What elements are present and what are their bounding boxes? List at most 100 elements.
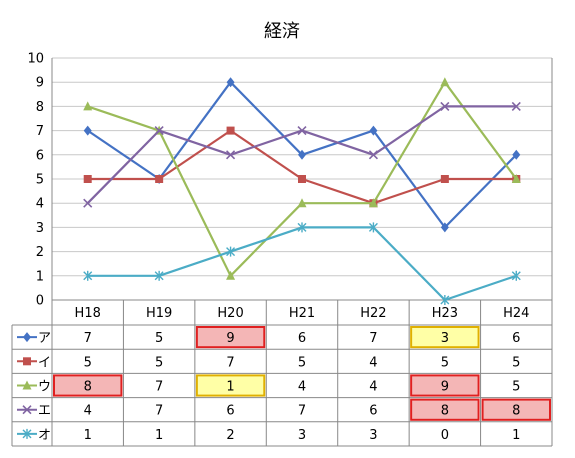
x-tick-label: H19 <box>146 306 172 321</box>
data-point <box>368 222 378 233</box>
data-point <box>226 246 236 257</box>
data-point <box>226 77 235 88</box>
x-tick-label: H23 <box>432 306 458 321</box>
data-point <box>368 198 378 208</box>
table-cell-value: 6 <box>512 331 520 346</box>
table-cell-value: 2 <box>226 428 234 443</box>
table-cell-value: 6 <box>226 404 234 419</box>
table-cell-value: 7 <box>155 380 163 395</box>
data-point <box>154 126 164 136</box>
table-cell-value: 6 <box>369 404 377 419</box>
y-tick-label: 1 <box>36 269 44 284</box>
table-cell-value: 3 <box>369 428 377 443</box>
y-tick-label: 2 <box>36 245 44 260</box>
legend-key-marker <box>22 380 32 390</box>
data-point <box>440 295 450 305</box>
table-cell-value: 5 <box>512 380 520 395</box>
table-cell-value: 5 <box>298 355 306 370</box>
highlight-cell <box>53 374 123 397</box>
data-point <box>297 222 307 233</box>
series-line <box>87 226 517 302</box>
table-cell-value: 5 <box>155 355 163 370</box>
marker-stroke <box>226 150 236 160</box>
data-point <box>226 150 236 160</box>
highlight-cell <box>481 398 552 421</box>
table-cell-value: 1 <box>155 428 163 443</box>
x-tick-label: H21 <box>289 306 315 321</box>
data-point <box>368 150 378 160</box>
table-cell-value: 4 <box>84 404 92 419</box>
marker-stroke <box>440 101 450 111</box>
data-point <box>440 101 450 111</box>
data-point <box>83 198 93 208</box>
marker-stroke <box>22 405 32 415</box>
highlight-cell <box>195 374 266 397</box>
chart-title: 経済 <box>264 21 300 42</box>
data-point <box>440 175 449 183</box>
legend-key-marker <box>22 428 32 439</box>
legend-label: ウ <box>38 380 51 395</box>
highlight-cell <box>410 398 480 421</box>
table-cell-value: 5 <box>155 331 163 346</box>
data-point <box>297 198 307 208</box>
highlight-cell <box>410 326 480 349</box>
table-cell-value: 8 <box>84 380 92 395</box>
series-line <box>87 129 517 205</box>
table-cell-value: 7 <box>84 331 92 346</box>
data-point <box>512 149 521 160</box>
table-cell-value: 1 <box>512 428 520 443</box>
data-point <box>298 175 306 183</box>
data-point <box>226 270 236 280</box>
x-tick-label: H22 <box>360 306 386 321</box>
table-cell-value: 5 <box>512 355 520 370</box>
y-tick-label: 0 <box>36 294 44 309</box>
table-cell-value: 7 <box>298 404 306 419</box>
table-cell-value: 3 <box>298 428 306 443</box>
table-cell-value: 6 <box>298 331 306 346</box>
table-cell-value: 4 <box>369 380 377 395</box>
y-tick-label: 8 <box>36 100 44 115</box>
marker-stroke <box>511 101 521 111</box>
table-cell-value: 5 <box>441 355 449 370</box>
y-tick-label: 7 <box>36 124 44 139</box>
table-cell-value: 4 <box>298 380 306 395</box>
data-point <box>83 125 92 136</box>
data-point <box>298 149 306 160</box>
highlight-cell <box>195 326 266 349</box>
legend-key-marker <box>22 405 32 415</box>
marker-stroke <box>297 126 307 136</box>
table-cell-value: 7 <box>155 404 163 419</box>
y-tick-label: 6 <box>36 148 44 163</box>
x-tick-label: H18 <box>75 306 101 321</box>
table-cell-value: 8 <box>441 404 449 419</box>
y-tick-label: 10 <box>27 52 44 67</box>
data-point <box>155 175 164 183</box>
data-point <box>83 101 93 111</box>
x-tick-label: H24 <box>503 306 529 321</box>
y-tick-label: 9 <box>36 76 44 91</box>
marker-stroke <box>368 150 378 160</box>
data-point <box>297 126 307 136</box>
data-point <box>83 175 92 183</box>
marker-stroke <box>83 198 93 208</box>
data-point <box>440 222 449 233</box>
legend-label: ア <box>38 331 51 346</box>
legend-label: イ <box>38 355 51 370</box>
y-tick-label: 4 <box>36 197 44 212</box>
data-point <box>511 270 521 281</box>
table-cell-value: 7 <box>369 331 377 346</box>
legend-label: エ <box>38 404 51 419</box>
highlight-cell <box>410 374 480 397</box>
table-cell-value: 4 <box>369 355 377 370</box>
table-cell-value: 8 <box>512 404 520 419</box>
legend-label: オ <box>38 428 51 443</box>
table-cell-value: 5 <box>84 355 92 370</box>
data-point <box>369 125 378 136</box>
data-point <box>226 126 235 135</box>
table-cell-value: 9 <box>226 331 234 346</box>
y-tick-label: 5 <box>36 173 44 188</box>
table-cell-value: 1 <box>84 428 92 443</box>
table-cell-value: 9 <box>441 380 449 395</box>
